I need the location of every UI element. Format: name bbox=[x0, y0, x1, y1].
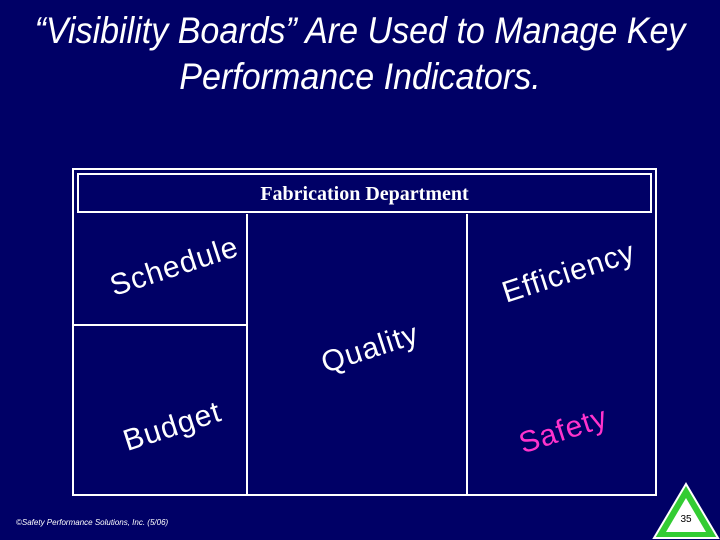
board-header: Fabrication Department bbox=[77, 173, 652, 213]
page-number: 35 bbox=[680, 514, 692, 525]
slide-title: “Visibility Boards” Are Used to Manage K… bbox=[29, 8, 691, 100]
title-line-2: Performance Indicators. bbox=[179, 56, 541, 97]
triangle-logo-icon: 35 bbox=[652, 482, 720, 539]
visibility-board: Fabrication Department bbox=[72, 168, 657, 496]
copyright-footer: ©Safety Performance Solutions, Inc. (5/0… bbox=[16, 518, 169, 527]
divider-right bbox=[466, 214, 468, 494]
divider-horizontal bbox=[74, 324, 248, 326]
title-line-1: “Visibility Boards” Are Used to Manage K… bbox=[34, 10, 686, 51]
divider-left bbox=[246, 214, 248, 494]
